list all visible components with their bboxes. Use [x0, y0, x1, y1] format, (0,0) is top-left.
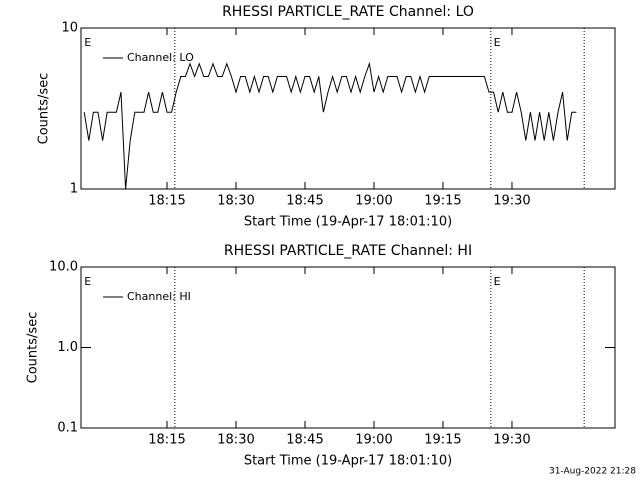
x-tick-label: 19:15: [424, 433, 461, 448]
legend-label: Channel: LO: [127, 51, 194, 64]
y-tick-label: 1.0: [57, 340, 78, 355]
x-tick-label: 18:45: [286, 433, 323, 448]
footer: 31-Aug-2022 21:28: [549, 467, 636, 477]
y-tick-label: 10: [61, 21, 78, 36]
x-tick-label: 18:30: [217, 194, 254, 209]
x-tick-label: 19:30: [493, 433, 530, 448]
marker-label: E: [494, 275, 501, 288]
marker-label: E: [494, 36, 501, 49]
chart-title: RHESSI PARTICLE_RATE Channel: LO: [222, 4, 474, 20]
legend-label: Channel: HI: [127, 290, 191, 303]
plot-frame: [80, 27, 616, 190]
marker-label: E: [84, 275, 91, 288]
x-tick-label: 18:15: [148, 433, 185, 448]
x-axis-label: Start Time (19-Apr-17 18:01:10): [244, 215, 452, 230]
x-tick-label: 19:00: [355, 194, 392, 209]
y-tick-label: 1: [70, 182, 78, 197]
x-tick-label: 18:45: [286, 194, 323, 209]
chart-title: RHESSI PARTICLE_RATE Channel: HI: [224, 243, 472, 259]
marker-label: E: [84, 36, 91, 49]
y-tick-label: 0.1: [57, 421, 78, 436]
x-tick-label: 19:00: [355, 433, 392, 448]
x-tick-label: 19:15: [424, 194, 461, 209]
x-axis-label: Start Time (19-Apr-17 18:01:10): [244, 454, 452, 469]
x-tick-label: 18:15: [148, 194, 185, 209]
data-line: [83, 61, 577, 190]
y-axis-label: Counts/sec: [37, 73, 52, 145]
x-tick-label: 19:30: [493, 194, 530, 209]
y-axis-label: Counts/sec: [26, 312, 41, 384]
x-tick-label: 18:30: [217, 433, 254, 448]
y-tick-label: 10.0: [49, 260, 78, 275]
